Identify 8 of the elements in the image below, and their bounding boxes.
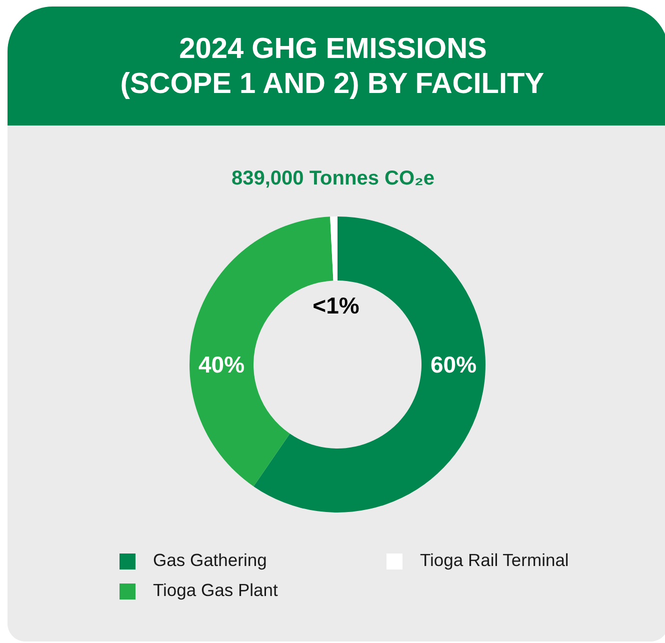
chart-subtitle: 839,000 Tonnes CO₂e [231, 168, 435, 190]
data-label: 40% [198, 352, 245, 378]
legend-label: Tioga Gas Plant [153, 580, 279, 601]
data-label: <1% [312, 292, 360, 319]
chart-title: 2024 GHG EMISSIONS (SCOPE 1 AND 2) BY FACILITY [120, 32, 544, 100]
data-label: 60% [430, 352, 477, 378]
legend-label: Gas Gathering [153, 550, 268, 571]
legend-label: Tioga Rail Terminal [420, 550, 570, 571]
